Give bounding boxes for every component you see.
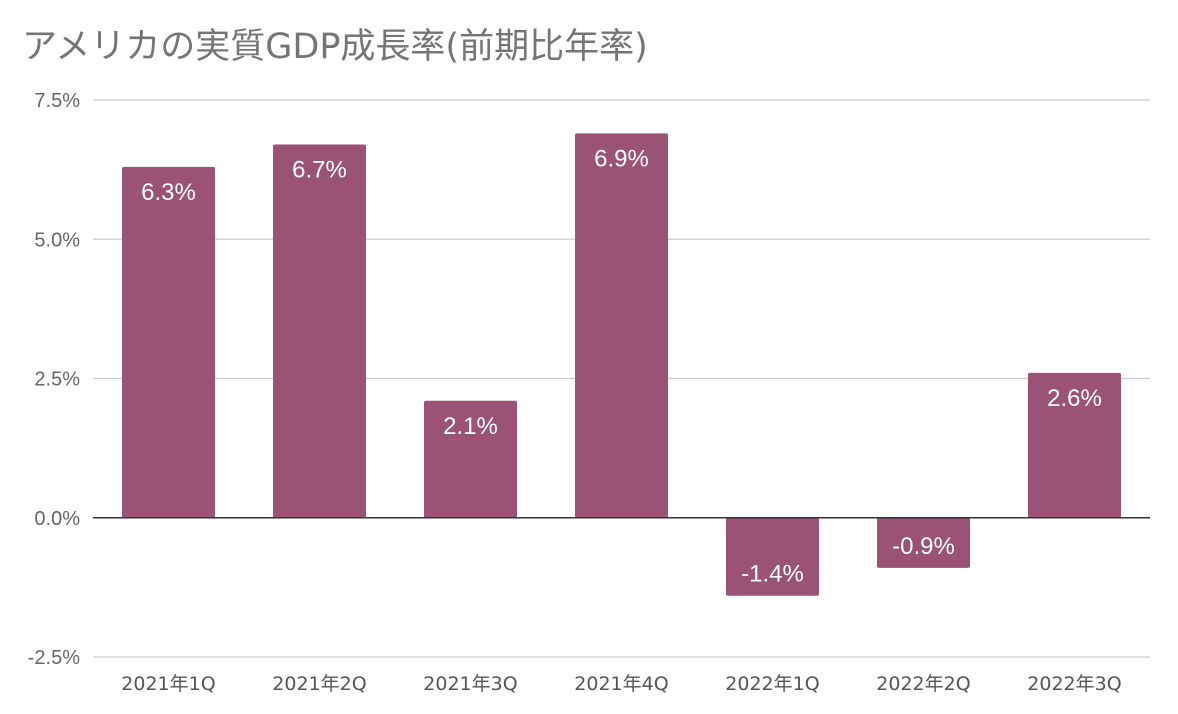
bar	[1028, 372, 1121, 518]
y-tick-label: 0.0%	[34, 508, 80, 530]
x-axis-tick-labels: 2021年1Q 2021年2Q 2021年3Q 2021年4Q 2022年1Q 2022年…	[121, 673, 1121, 695]
bar	[575, 133, 668, 518]
x-tick-label: 2022年1Q	[725, 673, 819, 695]
bar	[424, 400, 517, 518]
bar	[273, 144, 366, 518]
bar	[726, 517, 819, 596]
bar	[877, 517, 970, 568]
chart-title: アメリカの実質GDP成長率(前期比年率)	[22, 27, 648, 67]
bar-data-labels: 6.3% 6.7% 2.1% 6.9% -1.4% -0.9% 2.6%	[141, 145, 1102, 587]
bar-data-label: -1.4%	[741, 561, 804, 588]
bars	[122, 133, 1121, 596]
y-axis-tick-labels: 7.5% 5.0% 2.5% 0.0% -2.5%	[28, 90, 80, 669]
x-tick-label: 2021年1Q	[121, 673, 215, 695]
y-tick-label: 7.5%	[34, 90, 80, 112]
x-tick-label: 2022年2Q	[876, 673, 970, 695]
x-tick-label: 2021年3Q	[423, 673, 517, 695]
bar-data-label: -0.9%	[892, 533, 955, 560]
bar-data-label: 6.3%	[141, 179, 196, 206]
bar-data-label: 6.9%	[594, 145, 649, 172]
bar-data-label: 2.6%	[1047, 385, 1102, 412]
y-tick-label: 5.0%	[34, 229, 80, 251]
y-tick-label: 2.5%	[34, 369, 80, 391]
x-tick-label: 2022年3Q	[1027, 673, 1121, 695]
bar	[122, 166, 215, 518]
x-tick-label: 2021年2Q	[272, 673, 366, 695]
bar-data-label: 2.1%	[443, 413, 498, 440]
x-tick-label: 2021年4Q	[574, 673, 668, 695]
y-tick-label: -2.5%	[28, 647, 80, 669]
bar-data-label: 6.7%	[292, 157, 347, 184]
